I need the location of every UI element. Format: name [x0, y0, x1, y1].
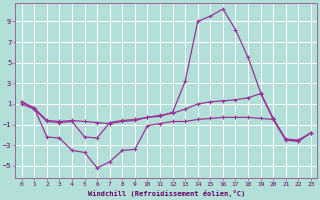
X-axis label: Windchill (Refroidissement éolien,°C): Windchill (Refroidissement éolien,°C)	[88, 190, 245, 197]
